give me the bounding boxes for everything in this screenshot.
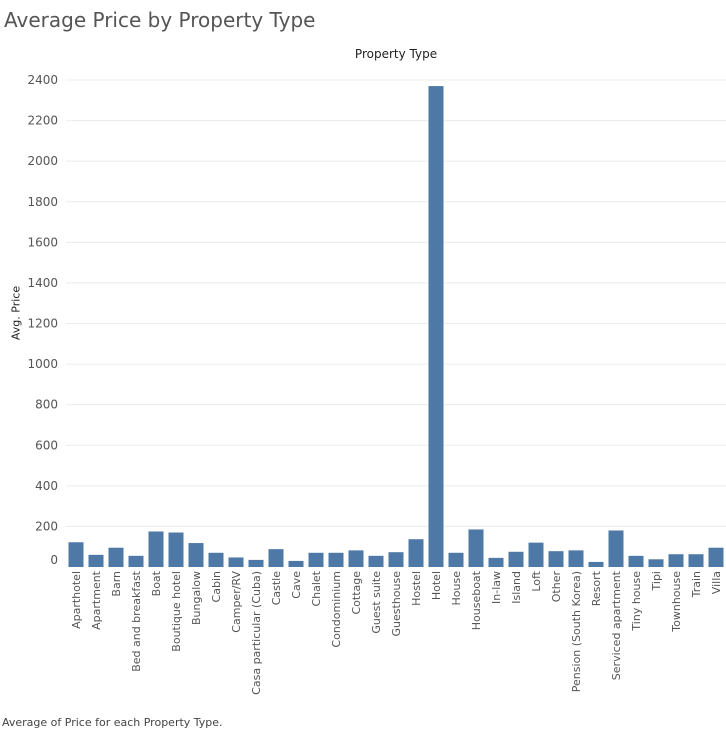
chart-title: Average Price by Property Type — [4, 8, 316, 32]
y-tick-label: 0 — [50, 553, 58, 567]
x-tick-label: Villa — [710, 571, 723, 594]
y-tick-label: 800 — [35, 398, 58, 412]
bar[interactable] — [448, 552, 464, 567]
bar[interactable] — [348, 550, 364, 567]
bar[interactable] — [108, 547, 124, 567]
y-tick-label: 1400 — [27, 276, 58, 290]
x-tick-label: Cabin — [210, 571, 223, 602]
bar[interactable] — [408, 539, 424, 567]
x-tick-label: Hotel — [430, 571, 443, 600]
column-header: Property Type — [354, 47, 438, 61]
y-tick-label: 1200 — [27, 317, 58, 331]
bar[interactable] — [628, 555, 644, 567]
bar[interactable] — [308, 552, 324, 567]
x-tick-label: Barn — [110, 571, 123, 597]
x-tick-label: Island — [510, 571, 523, 604]
x-tick-label: Houseboat — [470, 570, 483, 630]
bar[interactable] — [428, 86, 444, 568]
x-tick-label: Guesthouse — [390, 571, 403, 637]
bar[interactable] — [668, 554, 684, 567]
x-tick-label: Train — [690, 571, 703, 598]
x-tick-label: Apartment — [90, 570, 103, 630]
x-tick-label: Bed and breakfast — [130, 570, 143, 671]
bar[interactable] — [128, 555, 144, 567]
bar[interactable] — [468, 529, 484, 567]
bar[interactable] — [708, 547, 724, 567]
x-tick-label: Tiny house — [630, 571, 643, 632]
y-tick-label: 600 — [35, 438, 58, 452]
bar-chart: 0 200 400 600 800 1000 1200 1400 1600 1800 2000 220… — [27, 73, 726, 695]
x-tick-label: Other — [550, 571, 563, 603]
y-tick-label: 2000 — [27, 154, 58, 168]
x-tick-label: Serviced apartment — [610, 570, 623, 680]
x-tick-label: Bungalow — [190, 571, 203, 625]
x-tick-label: Resort — [590, 570, 603, 606]
bar[interactable] — [248, 559, 264, 567]
x-tick-label: Boutique hotel — [170, 571, 183, 652]
bar[interactable] — [608, 530, 624, 567]
bar[interactable] — [548, 551, 564, 567]
x-tick-label: Camper/RV — [230, 571, 243, 633]
bar[interactable] — [88, 554, 104, 567]
x-tick-label: Tipi — [650, 571, 663, 591]
x-tick-label: Cottage — [350, 571, 363, 615]
bar[interactable] — [68, 542, 84, 567]
bar[interactable] — [268, 549, 284, 567]
x-tick-label: Aparthotel — [70, 571, 83, 629]
x-tick-label: Boat — [150, 570, 163, 596]
y-tick-label: 2200 — [27, 114, 58, 128]
bar[interactable] — [148, 531, 164, 567]
bar[interactable] — [648, 559, 664, 567]
x-tick-label: Pension (South Korea) — [570, 571, 583, 692]
x-tick-label: Loft — [530, 570, 543, 591]
bar[interactable] — [488, 557, 504, 567]
x-tick-label: Cave — [290, 571, 303, 599]
y-tick-label: 1800 — [27, 195, 58, 209]
y-tick-label: 2400 — [27, 73, 58, 87]
x-tick-label: Castle — [270, 571, 283, 606]
y-tick-label: 1000 — [27, 357, 58, 371]
y-tick-label: 400 — [35, 479, 58, 493]
x-tick-label: Casa particular (Cuba) — [250, 571, 263, 695]
bar[interactable] — [288, 560, 304, 567]
bar[interactable] — [328, 552, 344, 567]
bar[interactable] — [168, 532, 184, 567]
bar[interactable] — [368, 555, 384, 567]
bar[interactable] — [588, 561, 604, 567]
bar[interactable] — [528, 542, 544, 567]
bar[interactable] — [188, 543, 204, 567]
x-tick-label: Hostel — [410, 571, 423, 606]
bar[interactable] — [508, 551, 524, 567]
chart-caption: Average of Price for each Property Type. — [2, 716, 223, 729]
x-tick-label: Townhouse — [670, 571, 683, 633]
x-tick-label: In-law — [490, 571, 503, 604]
x-tick-label: Condominium — [330, 571, 343, 648]
bar[interactable] — [208, 552, 224, 567]
x-tick-label: House — [450, 571, 463, 606]
y-tick-label: 1600 — [27, 235, 58, 249]
bar[interactable] — [568, 550, 584, 567]
x-tick-label: Guest suite — [370, 571, 383, 634]
y-tick-label: 200 — [35, 519, 58, 533]
bar[interactable] — [228, 557, 244, 567]
bar[interactable] — [388, 552, 404, 567]
x-tick-label: Chalet — [310, 570, 323, 606]
bar[interactable] — [688, 554, 704, 567]
